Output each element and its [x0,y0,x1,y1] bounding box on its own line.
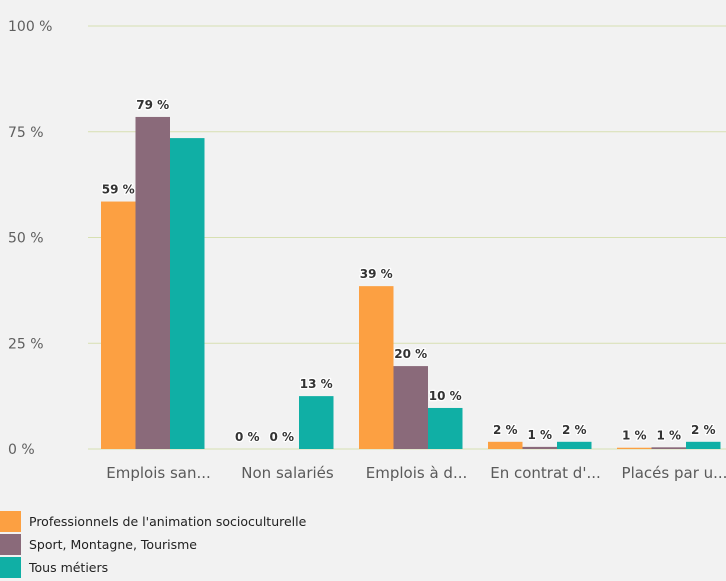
bar[interactable] [557,441,592,449]
data-label: 39 % [360,267,393,281]
data-label: 79 % [136,98,169,112]
data-label: 13 % [300,377,333,391]
y-tick-label: 100 % [8,19,52,35]
y-tick-label: 25 % [8,336,44,352]
data-label: 0 % [269,430,294,444]
data-label: 1 % [656,428,681,442]
bar[interactable] [651,447,687,449]
bars [101,116,721,449]
bar[interactable] [686,441,721,449]
bar[interactable] [101,201,136,449]
y-tick-label: 50 % [8,231,44,247]
bar[interactable] [170,138,205,449]
x-axis-categories: Emplois san... Non salariés Emplois à d...… [106,464,726,482]
legend-item-series-3[interactable]: Tous métiers [0,556,726,579]
x-category-label: En contrat d'... [490,464,601,482]
bar[interactable] [135,116,171,449]
bar[interactable] [488,441,523,449]
bar[interactable] [428,407,463,449]
data-label: 20 % [394,347,427,361]
legend-swatch-series-1 [0,511,21,532]
data-label: 2 % [493,423,518,437]
bar[interactable] [617,447,652,449]
x-category-label: Placés par u... [622,464,726,482]
legend-swatch-series-2 [0,534,21,555]
bar[interactable] [522,446,558,449]
bar[interactable] [299,396,334,449]
y-axis-ticks: 0 % 25 % 50 % 75 % 100 % [8,19,52,458]
data-label: 10 % [429,389,462,403]
legend-item-series-2[interactable]: Sport, Montagne, Tourisme [0,533,726,556]
bar[interactable] [359,286,394,449]
data-label: 0 % [235,430,260,444]
x-category-label: Non salariés [241,464,334,482]
legend-label-series-2: Sport, Montagne, Tourisme [29,537,197,552]
legend-swatch-series-3 [0,557,21,578]
legend: Professionnels de l'animation sociocultu… [0,510,726,579]
data-label: 2 % [691,423,716,437]
data-labels: 59 % 0 % 39 % 2 % 1 % 79 % 0 % 20 % 1 % 1 % 13 % 10… [101,97,717,446]
legend-label-series-1: Professionnels de l'animation sociocultu… [29,514,307,529]
bar[interactable] [393,366,429,449]
x-category-label: Emplois san... [106,464,211,482]
data-label: 2 % [562,423,587,437]
data-label: 1 % [527,428,552,442]
legend-label-series-3: Tous métiers [29,560,109,575]
y-tick-label: 0 % [8,442,35,458]
data-label: 1 % [622,429,647,443]
data-label: 59 % [102,183,135,197]
x-category-label: Emplois à d... [366,464,468,482]
legend-item-series-1[interactable]: Professionnels de l'animation sociocultu… [0,510,726,533]
y-tick-label: 75 % [8,125,44,141]
